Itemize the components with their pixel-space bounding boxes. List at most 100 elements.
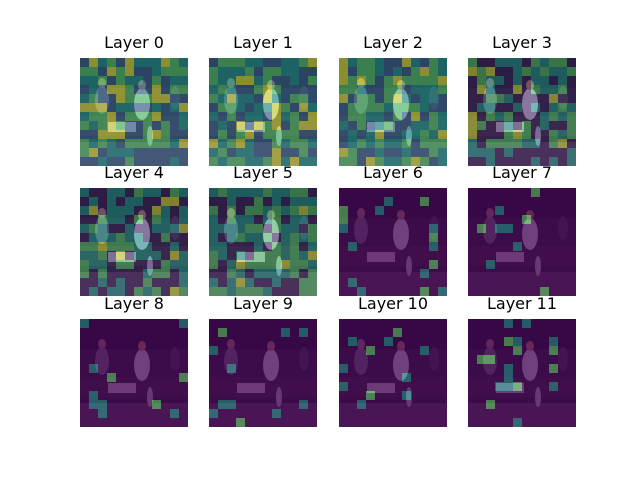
heatmap-cell (245, 58, 254, 67)
heatmap-cell (272, 67, 281, 76)
attention-overlay (209, 319, 317, 427)
heatmap-cell (152, 94, 161, 103)
heatmap-cell (236, 121, 245, 130)
heatmap-cell (89, 242, 98, 251)
heatmap-cell (402, 130, 411, 139)
heatmap-cell (161, 197, 170, 206)
heatmap-cell (299, 287, 308, 296)
heatmap-cell (281, 94, 290, 103)
heatmap-cell (227, 287, 236, 296)
heatmap-cell (281, 121, 290, 130)
heatmap-cell (80, 67, 89, 76)
heatmap-cell (513, 103, 522, 112)
heatmap-cell (281, 278, 290, 287)
heatmap-cell (513, 148, 522, 157)
heatmap-cell (209, 287, 218, 296)
heatmap-cell (299, 400, 308, 409)
heatmap-cell (170, 85, 179, 94)
heatmap-cell (218, 103, 227, 112)
heatmap-cell (438, 157, 447, 166)
heatmap-cell (134, 260, 143, 269)
heatmap-cell (558, 67, 567, 76)
heatmap-cell (495, 206, 504, 215)
heatmap-cell (558, 121, 567, 130)
heatmap-cell (209, 112, 218, 121)
heatmap-cell (179, 67, 188, 76)
heatmap-cell (152, 103, 161, 112)
heatmap-cell (254, 233, 263, 242)
heatmap-cell (236, 85, 245, 94)
heatmap-cell (558, 103, 567, 112)
heatmap-cell (549, 58, 558, 67)
heatmap-cell (272, 85, 281, 94)
heatmap-cell (152, 242, 161, 251)
heatmap-cell (438, 112, 447, 121)
heatmap-cell (179, 94, 188, 103)
heatmap-cell (504, 112, 513, 121)
heatmap-image (80, 188, 188, 296)
heatmap-cell (272, 103, 281, 112)
heatmap-cell (263, 197, 272, 206)
heatmap-cell (209, 409, 218, 418)
heatmap-cell (218, 157, 227, 166)
heatmap-cell (236, 215, 245, 224)
heatmap-cell (263, 112, 272, 121)
heatmap-cell (486, 130, 495, 139)
heatmap-cell (227, 85, 236, 94)
heatmap-cell (218, 215, 227, 224)
heatmap-cell (143, 67, 152, 76)
heatmap-cell (170, 269, 179, 278)
heatmap-cell (375, 130, 384, 139)
heatmap-cell (468, 85, 477, 94)
heatmap-cell (263, 130, 272, 139)
heatmap-cell (375, 67, 384, 76)
heatmap-cell (567, 148, 576, 157)
heatmap-cell (107, 233, 116, 242)
heatmap-cell (513, 157, 522, 166)
attention-heatmap-panel (209, 319, 317, 427)
heatmap-cell (549, 85, 558, 94)
heatmap-cell (281, 67, 290, 76)
heatmap-cell (348, 242, 357, 251)
heatmap-cell (495, 121, 504, 130)
heatmap-cell (308, 269, 317, 278)
heatmap-cell (495, 148, 504, 157)
heatmap-cell (98, 224, 107, 233)
heatmap-cell (107, 373, 116, 382)
heatmap-cell (290, 94, 299, 103)
heatmap-cell (393, 67, 402, 76)
heatmap-cell (218, 85, 227, 94)
heatmap-cell (161, 278, 170, 287)
heatmap-cell (254, 224, 263, 233)
heatmap-cell (209, 215, 218, 224)
heatmap-cell (125, 242, 134, 251)
overlay-base (209, 58, 317, 166)
heatmap-cell (549, 76, 558, 85)
heatmap-cell (348, 94, 357, 103)
heatmap-cell (161, 148, 170, 157)
heatmap-cell (393, 121, 402, 130)
heatmap-cell (549, 382, 558, 391)
heatmap-cell (438, 130, 447, 139)
heatmap-cell (125, 94, 134, 103)
heatmap-cell (161, 269, 170, 278)
heatmap-cell (299, 58, 308, 67)
heatmap-cell (402, 373, 411, 382)
heatmap-cell (218, 400, 227, 409)
heatmap-cell (339, 364, 348, 373)
heatmap-cell (299, 328, 308, 337)
heatmap-cell (558, 157, 567, 166)
heatmap-cell (290, 206, 299, 215)
heatmap-cell (143, 157, 152, 166)
heatmap-cell (348, 148, 357, 157)
heatmap-cell (540, 148, 549, 157)
heatmap-cell (98, 85, 107, 94)
heatmap-cell (254, 278, 263, 287)
heatmap-cell (531, 112, 540, 121)
heatmap-cell (420, 157, 429, 166)
heatmap-cell (209, 188, 218, 197)
heatmap-cell (107, 224, 116, 233)
heatmap-cell (308, 67, 317, 76)
heatmap-cell (375, 157, 384, 166)
heatmap-cell (281, 188, 290, 197)
